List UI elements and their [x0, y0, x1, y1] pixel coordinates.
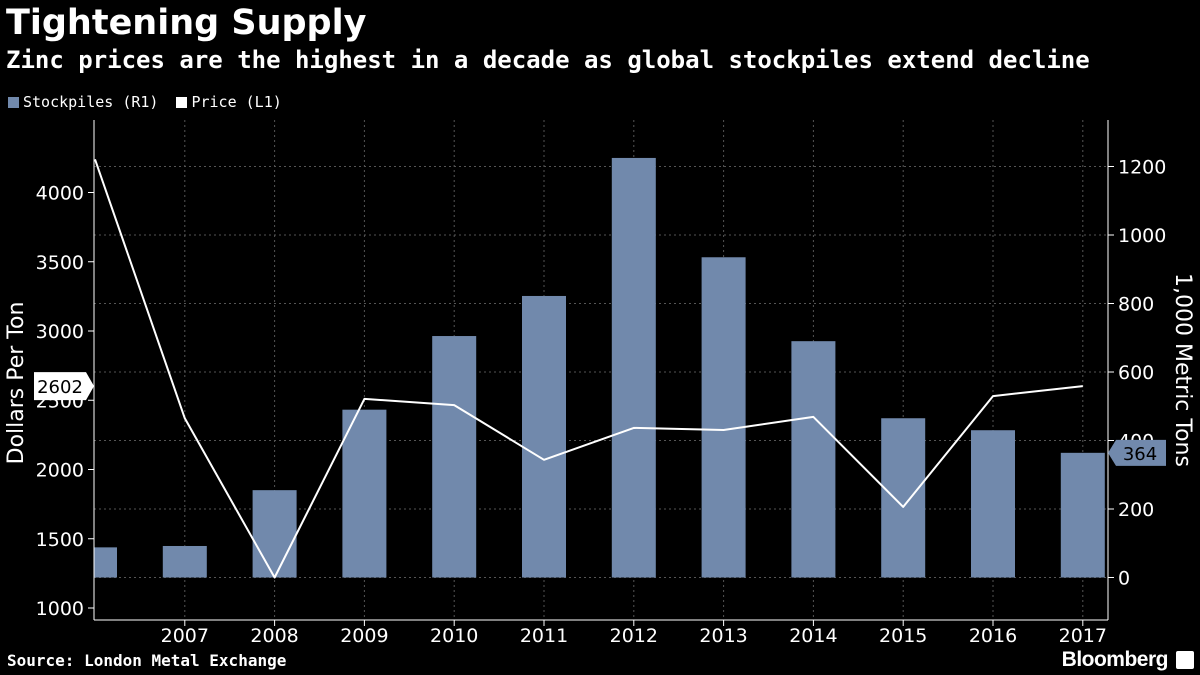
right-tick-label: 1200 [1118, 157, 1166, 179]
bar-2007 [162, 545, 207, 578]
right-callout-tag [1108, 439, 1166, 466]
bar-2014 [791, 341, 836, 578]
source-note: Source: London Metal Exchange [7, 651, 287, 670]
legend-swatch-stockpiles [8, 96, 19, 108]
left-callout-tag [34, 372, 94, 401]
legend-swatch-price [176, 96, 188, 108]
legend-item-stockpiles: Stockpiles (R1) [8, 93, 158, 111]
right-tick-label: 600 [1118, 362, 1154, 384]
x-tick-label: 2014 [789, 625, 837, 647]
right-axis-title: 1,000 Metric Tons [1170, 273, 1195, 467]
right-tick-label: 200 [1118, 499, 1154, 521]
bar-2015 [881, 418, 926, 578]
chart-title: Tightening Supply [6, 3, 367, 43]
bar-2008 [252, 490, 297, 578]
left-axis-title: Dollars Per Ton [4, 302, 29, 465]
legend-label-stockpiles: Stockpiles (R1) [23, 93, 159, 111]
x-tick-label: 2009 [340, 625, 388, 647]
left-callout-value: 2602 [37, 377, 83, 398]
left-tick-label: 1500 [36, 529, 84, 551]
right-callout-value: 364 [1123, 444, 1157, 465]
axis-layer: 1000150020002500300035004000020040060080… [4, 120, 1195, 647]
left-tick-label: 3000 [36, 321, 84, 343]
legend: Stockpiles (R1) Price (L1) [8, 91, 282, 113]
left-tick-label: 3500 [36, 252, 84, 274]
bar-2011 [522, 295, 566, 578]
bloomberg-terminal-icon [1176, 651, 1194, 669]
x-tick-label: 2017 [1059, 625, 1107, 647]
bar-2010 [432, 336, 477, 578]
left-tick-label: 2000 [36, 460, 84, 482]
bar-2009 [342, 409, 387, 578]
x-tick-label: 2011 [520, 625, 568, 647]
price-line [94, 158, 1083, 579]
x-tick-label: 2016 [969, 625, 1017, 647]
bar-2017 [1060, 452, 1105, 578]
legend-item-price: Price (L1) [176, 93, 282, 111]
bar-2013 [701, 257, 746, 578]
x-tick-label: 2007 [161, 625, 209, 647]
bloomberg-logo: Bloomberg [1061, 648, 1169, 671]
right-tick-label: 0 [1118, 568, 1130, 590]
right-tick-label: 800 [1118, 294, 1154, 316]
line-layer [94, 158, 1083, 579]
x-tick-label: 2010 [430, 625, 478, 647]
left-tick-label: 1000 [36, 598, 84, 620]
callout-layer: 2602 364 [34, 372, 1166, 466]
bar-layer [94, 157, 1105, 578]
x-tick-label: 2008 [250, 625, 298, 647]
left-tick-label: 4000 [36, 183, 84, 205]
right-tick-label: 1000 [1118, 225, 1166, 247]
bar-2016 [971, 430, 1015, 578]
chart-subtitle: Zinc prices are the highest in a decade … [6, 46, 1090, 74]
bar-2006 [94, 547, 117, 578]
x-tick-label: 2013 [699, 625, 747, 647]
legend-label-price: Price (L1) [191, 93, 282, 111]
bar-2012 [611, 157, 656, 578]
x-tick-label: 2012 [610, 625, 658, 647]
x-tick-label: 2015 [879, 625, 927, 647]
grid-layer [94, 120, 1108, 620]
